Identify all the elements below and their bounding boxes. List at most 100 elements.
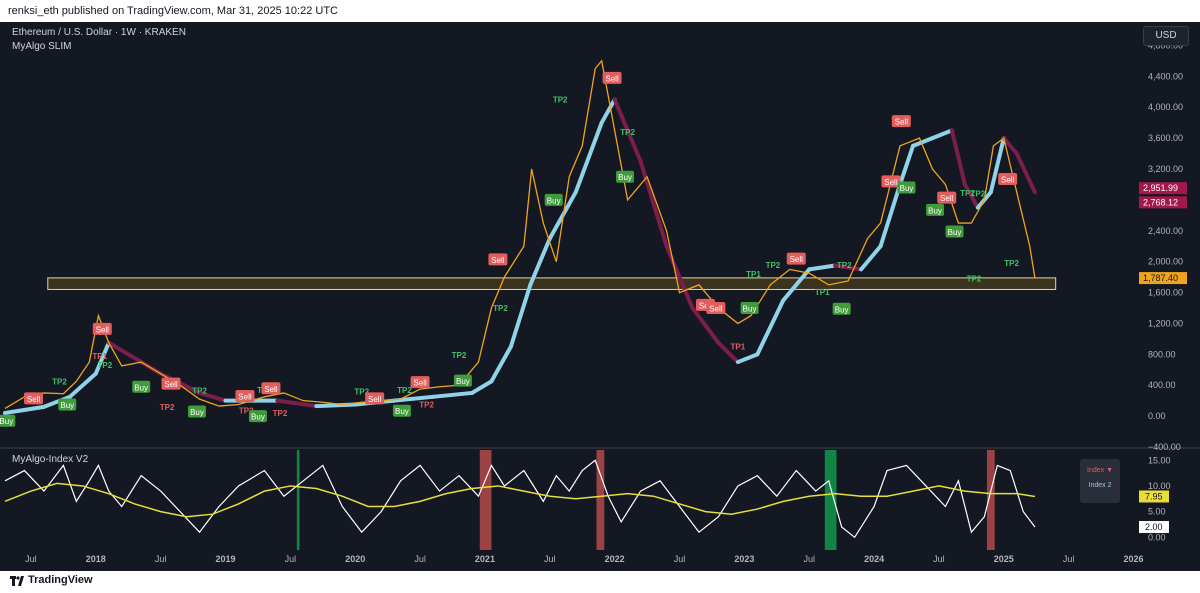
red-band xyxy=(479,450,492,550)
x-tick-label: Jul xyxy=(544,554,556,564)
y-tick-label: 4,400.00 xyxy=(1148,71,1183,81)
chart-canvas[interactable]: −400.00 0.00 400.00 800.00 1,200.00 1,600.00 2… xyxy=(0,22,1200,571)
buy-signal xyxy=(740,302,759,314)
red-band xyxy=(596,450,605,550)
signal-label: Sell xyxy=(790,255,804,264)
trend-band-segment xyxy=(573,120,604,195)
signal-label: Sell xyxy=(895,118,909,127)
trend-band-segment xyxy=(314,402,358,409)
symbol-title: Ethereum / U.S. Dollar · 1W · KRAKEN xyxy=(12,27,186,38)
trend-band-segment xyxy=(807,263,838,272)
take-profit-label: TP2 xyxy=(273,409,288,418)
price-line xyxy=(4,59,1036,409)
take-profit-label: TP1 xyxy=(746,270,761,279)
x-tick-label: 2021 xyxy=(475,554,495,564)
signal-label: Buy xyxy=(900,184,914,193)
indicator-legend-index[interactable]: Index ▼ xyxy=(1087,467,1113,474)
indicator-value-label: 2.00 xyxy=(1145,522,1163,532)
signal-label: Buy xyxy=(928,206,942,215)
sell-signal xyxy=(706,302,726,314)
x-tick-label: 2025 xyxy=(994,554,1014,564)
signal-label: Sell xyxy=(709,305,723,314)
sell-signal xyxy=(881,175,901,188)
x-tick-label: 2026 xyxy=(1123,554,1143,564)
take-profit-label: TP2 xyxy=(967,275,982,284)
signal-label: Sell xyxy=(605,74,619,83)
trend-band-segment xyxy=(898,143,915,187)
signal-label: Sell xyxy=(238,393,252,402)
price-axis-badge xyxy=(1139,272,1187,285)
trend-band-segment xyxy=(1014,151,1037,195)
x-tick-label: Jul xyxy=(1063,554,1075,564)
green-band xyxy=(296,450,300,550)
price-axis-label: 2,768.12 xyxy=(1143,197,1178,207)
x-tick-label: 2019 xyxy=(215,554,235,564)
currency-button[interactable]: USD xyxy=(1143,26,1189,46)
indicator-value-badge xyxy=(1139,490,1169,503)
trend-band-segment xyxy=(67,371,98,399)
indicator-legend-index2[interactable]: Index 2 xyxy=(1088,482,1112,489)
take-profit-label: TP2 xyxy=(493,304,508,313)
sell-signal xyxy=(602,71,622,84)
take-profit-label: TP2 xyxy=(620,128,635,137)
trend-band-segment xyxy=(878,182,903,249)
red-band xyxy=(986,450,995,550)
y-tick-label: 800.00 xyxy=(1148,349,1176,359)
trend-band-segment xyxy=(612,97,643,164)
buy-signal xyxy=(58,398,77,411)
signal-label: Sell xyxy=(264,385,278,394)
footer-bar: TradingView xyxy=(0,571,1200,593)
price-axis-badge xyxy=(1139,196,1187,209)
sell-signal xyxy=(937,191,957,204)
signal-label: Buy xyxy=(251,413,265,422)
trend-band-segment xyxy=(1001,136,1019,156)
signal-label: Sell xyxy=(884,178,898,187)
price-axis-badge xyxy=(1139,182,1187,195)
y-tick-label: 3,200.00 xyxy=(1148,164,1183,174)
trend-band-segment xyxy=(988,136,1006,195)
trend-band-segment xyxy=(489,344,513,384)
x-tick-label: 2018 xyxy=(86,554,106,564)
take-profit-label: TP2 xyxy=(971,190,986,199)
sell-signal xyxy=(24,392,44,405)
tradingview-brand: TradingView xyxy=(28,574,93,586)
signal-label: Sell xyxy=(27,395,41,404)
trend-band-segment xyxy=(392,394,436,403)
indicator-panel-title: MyAlgo-Index V2 xyxy=(12,454,89,465)
trend-band-segment xyxy=(508,282,533,349)
trend-band-segment xyxy=(735,352,760,365)
signal-label: Buy xyxy=(948,228,962,237)
trend-band-segment xyxy=(664,244,695,310)
signal-label: Sell xyxy=(1001,176,1015,185)
trend-band-segment xyxy=(93,340,111,376)
signal-label: Buy xyxy=(190,408,204,417)
take-profit-label: TP2 xyxy=(553,96,568,105)
trend-band-segment xyxy=(275,398,319,409)
trend-band-segment xyxy=(431,390,474,399)
sell-signal xyxy=(92,322,112,335)
take-profit-label: TP1 xyxy=(731,343,746,352)
take-profit-label: TP2 xyxy=(52,377,67,386)
signal-label: Buy xyxy=(456,377,470,386)
take-profit-label: TP2 xyxy=(192,387,207,396)
buy-signal xyxy=(897,181,916,194)
indicator-y-tick-label: 0.00 xyxy=(1148,532,1166,542)
signal-label: Buy xyxy=(395,407,409,416)
indicator-legend[interactable]: Index ▼ Index 2 xyxy=(1080,459,1120,503)
signal-label: Sell xyxy=(699,301,713,310)
oscillator-line xyxy=(4,459,1036,539)
trend-band-segment xyxy=(781,267,812,303)
signal-line xyxy=(4,482,1036,518)
take-profit-label: TP2 xyxy=(354,387,369,396)
signal-label: Sell xyxy=(491,256,505,265)
chart-panel[interactable]: −400.00 0.00 400.00 800.00 1,200.00 1,600.00 2… xyxy=(0,22,1200,571)
sell-signal xyxy=(998,173,1018,186)
y-tick-label: 2,000.00 xyxy=(1148,257,1183,267)
sell-signal xyxy=(891,115,911,128)
take-profit-label: TP2 xyxy=(160,403,175,412)
resistance-zone xyxy=(47,277,1057,290)
trend-band-segment xyxy=(638,159,669,249)
trend-band-segment xyxy=(859,244,883,272)
sell-signal xyxy=(488,253,508,266)
